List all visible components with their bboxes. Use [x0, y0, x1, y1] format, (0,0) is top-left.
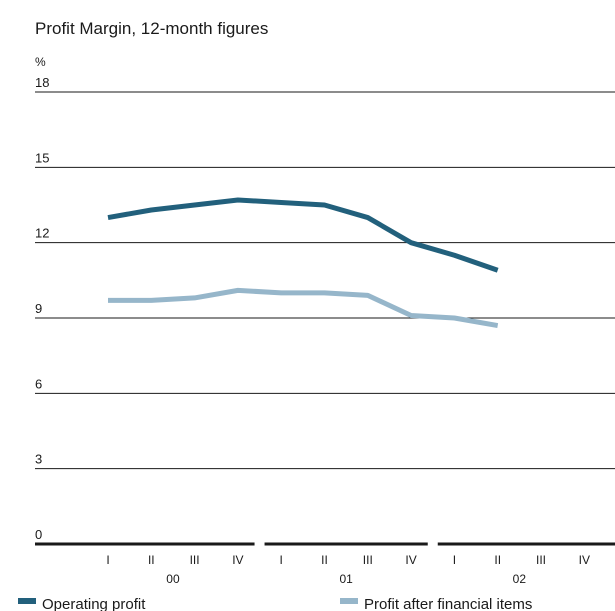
legend-label: Operating profit	[42, 596, 146, 611]
x-tick-label: III	[190, 553, 200, 567]
y-tick-label: 18	[35, 75, 49, 90]
x-tick-label: III	[363, 553, 373, 567]
x-tick-label: I	[106, 553, 109, 567]
y-tick-label: 15	[35, 150, 49, 165]
y-tick-label: 12	[35, 226, 49, 241]
x-tick-label: I	[280, 553, 283, 567]
x-group-label: 01	[339, 572, 353, 586]
y-tick-label: 9	[35, 301, 42, 316]
x-tick-label: II	[494, 553, 501, 567]
series-line	[107, 197, 499, 273]
legend-swatch	[18, 598, 36, 604]
y-tick-label: 0	[35, 527, 42, 542]
x-group-label: 02	[513, 572, 527, 586]
y-axis-label: %	[35, 55, 46, 69]
x-group-label: 00	[166, 572, 180, 586]
series-line	[108, 287, 499, 328]
x-tick-label: II	[321, 553, 328, 567]
x-tick-label: IV	[579, 553, 590, 567]
y-tick-label: 6	[35, 376, 42, 391]
chart-title: Profit Margin, 12-month figures	[35, 19, 268, 38]
legend-swatch	[340, 598, 358, 604]
x-tick-label: IV	[232, 553, 243, 567]
y-tick-label: 3	[35, 452, 42, 467]
x-tick-label: III	[536, 553, 546, 567]
x-tick-label: I	[453, 553, 456, 567]
x-tick-label: II	[148, 553, 155, 567]
x-tick-label: IV	[405, 553, 416, 567]
legend-label: Profit after financial items	[364, 596, 532, 611]
